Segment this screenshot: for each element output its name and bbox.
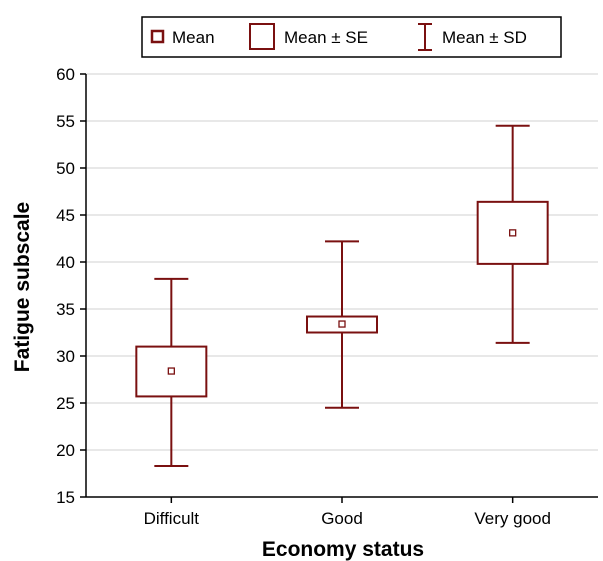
legend: Mean Mean ± SE Mean ± SD <box>141 16 562 58</box>
y-tick-label: 20 <box>56 441 75 460</box>
x-tick-label: Difficult <box>144 509 200 528</box>
y-tick-label: 25 <box>56 394 75 413</box>
category-group <box>135 277 208 467</box>
x-axis-title: Economy status <box>262 538 424 561</box>
y-axis-title: Fatigue subscale <box>11 202 34 372</box>
x-tick-label: Very good <box>474 509 551 528</box>
y-tick-label: 15 <box>56 488 75 507</box>
series <box>135 124 549 467</box>
y-tick-label: 60 <box>56 65 75 84</box>
y-tick-label: 45 <box>56 206 75 225</box>
mean-marker <box>338 320 346 328</box>
mean-marker <box>167 367 175 375</box>
legend-sd-icon <box>418 23 432 51</box>
mean-marker <box>509 229 517 237</box>
legend-mean-icon <box>150 29 165 44</box>
legend-se-label: Mean ± SE <box>284 28 368 47</box>
legend-sd-label: Mean ± SD <box>442 28 527 47</box>
category-group <box>476 124 549 344</box>
y-tick-label: 40 <box>56 253 75 272</box>
y-tick-label: 30 <box>56 347 75 366</box>
category-group <box>306 240 378 409</box>
legend-se-icon <box>249 23 275 50</box>
y-tick-label: 55 <box>56 112 75 131</box>
axes: 15 20 25 30 35 40 45 50 55 60 Difficult Good Very go… <box>56 65 598 528</box>
y-tick-label: 50 <box>56 159 75 178</box>
x-tick-label: Good <box>321 509 363 528</box>
legend-mean-label: Mean <box>172 28 215 47</box>
y-tick-label: 35 <box>56 300 75 319</box>
legend-frame <box>141 16 562 58</box>
